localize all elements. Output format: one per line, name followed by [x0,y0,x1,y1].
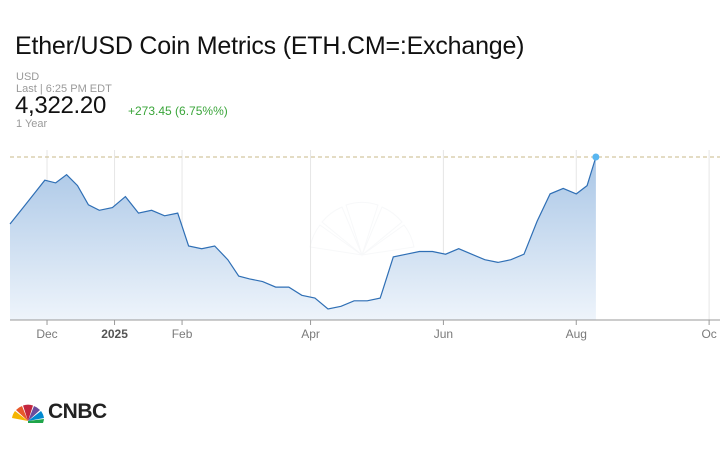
watermark-peacock-icon [309,201,415,257]
x-tick-label-dec: Dec [36,327,57,341]
chart-title: Ether/USD Coin Metrics (ETH.CM=:Exchange… [15,32,525,60]
price-area [10,157,596,320]
currency-label: USD [16,71,40,83]
last-price: 4,322.20 [15,92,107,119]
x-tick-label-oc: Oc [701,327,716,341]
period-label: 1 Year [16,118,48,130]
x-tick-label-2025: 2025 [101,327,128,341]
x-tick-label-jun: Jun [434,327,453,341]
last-updated: Last | 6:25 PM EDT [16,83,112,95]
price-change: +273.45 (6.75%%) [128,104,228,118]
price-line [9,156,597,310]
peacock-icon [12,404,44,423]
cnbc-logo: CNBC [11,400,107,423]
x-tick-label-feb: Feb [172,327,193,341]
logo-text: CNBC [48,400,107,423]
x-tick-label-apr: Apr [301,327,320,341]
x-tick-label-aug: Aug [566,327,587,341]
last-price-marker [592,153,600,161]
